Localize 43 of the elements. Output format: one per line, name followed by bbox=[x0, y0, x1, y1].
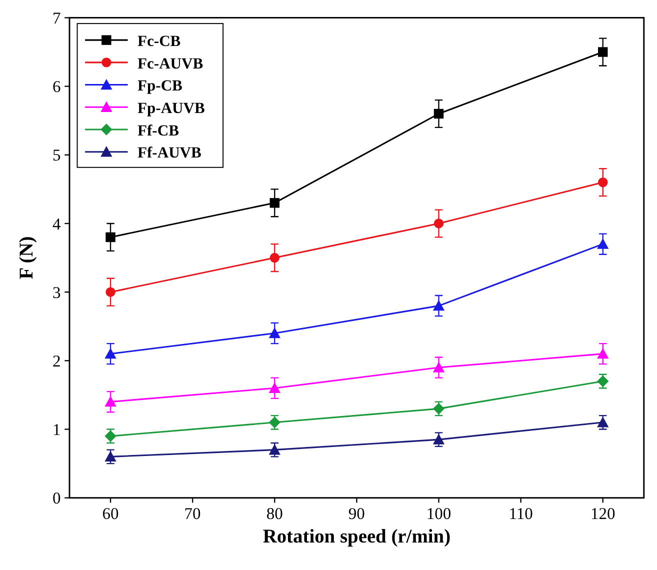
point bbox=[268, 444, 280, 455]
y-tick-label: 7 bbox=[52, 8, 61, 28]
y-tick-label: 6 bbox=[52, 77, 61, 96]
y-tick-label: 5 bbox=[52, 146, 61, 165]
y-tick-label: 1 bbox=[52, 420, 61, 440]
point bbox=[106, 232, 116, 242]
y-tick-label: 2 bbox=[52, 352, 61, 371]
legend-label: Ff-CB bbox=[138, 122, 179, 140]
point bbox=[104, 450, 116, 462]
point bbox=[597, 238, 609, 249]
point bbox=[432, 434, 445, 444]
x-axis-title: Rotation speed (r/min) bbox=[262, 526, 451, 548]
point bbox=[432, 362, 445, 372]
x-tick-label: 70 bbox=[184, 504, 201, 524]
y-axis-title: F (N) bbox=[16, 236, 38, 280]
y-tick-label: 3 bbox=[52, 282, 61, 302]
point bbox=[434, 108, 444, 119]
point bbox=[597, 348, 609, 359]
point bbox=[268, 382, 280, 393]
point bbox=[104, 348, 116, 359]
point bbox=[598, 47, 608, 57]
point bbox=[270, 252, 280, 263]
legend-label: Ff-AUVB bbox=[138, 144, 202, 162]
point bbox=[106, 287, 116, 297]
y-tick-label: 4 bbox=[52, 214, 61, 234]
x-tick-label: 90 bbox=[348, 504, 365, 524]
point bbox=[104, 396, 116, 407]
x-tick-label: 110 bbox=[508, 504, 533, 524]
point bbox=[270, 198, 280, 208]
x-tick-label: 100 bbox=[426, 504, 452, 524]
x-tick-label: 80 bbox=[266, 504, 283, 524]
point bbox=[598, 177, 608, 188]
legend-label: Fc-CB bbox=[138, 32, 181, 50]
legend-label: Fc-AUVB bbox=[138, 55, 204, 72]
point bbox=[597, 416, 609, 428]
y-tick-label: 0 bbox=[52, 488, 61, 508]
legend-label: Fp-CB bbox=[138, 78, 182, 95]
legend-label: Fp-AUVB bbox=[138, 100, 205, 117]
point bbox=[432, 300, 445, 311]
x-tick-label: 120 bbox=[590, 504, 616, 524]
point bbox=[268, 327, 280, 338]
point bbox=[434, 218, 444, 228]
x-tick-label: 60 bbox=[102, 504, 119, 524]
